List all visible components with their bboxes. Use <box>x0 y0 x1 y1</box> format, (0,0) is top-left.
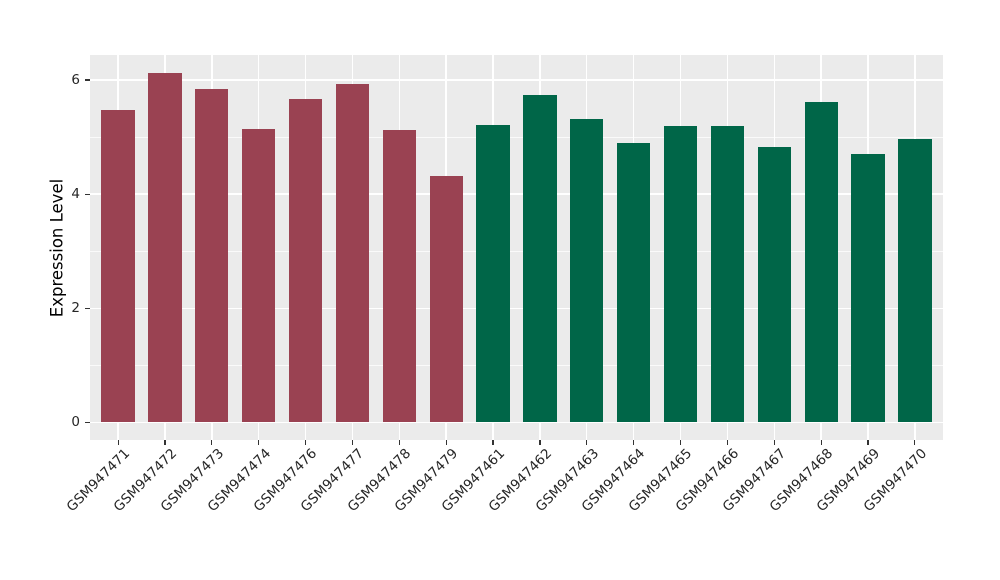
y-tick-mark <box>84 193 90 195</box>
bar-GSM947474 <box>242 128 276 423</box>
x-tick-mark <box>351 440 354 445</box>
y-tick-label: 0 <box>71 413 80 430</box>
bar-GSM947479 <box>429 175 463 423</box>
gridline-horizontal-major <box>90 421 943 423</box>
bar-GSM947469 <box>851 153 885 423</box>
x-tick-mark <box>398 440 400 445</box>
bar-GSM947470 <box>898 139 932 423</box>
bar-GSM947478 <box>382 130 416 423</box>
x-tick-mark <box>117 440 119 445</box>
bar-GSM947461 <box>476 125 510 423</box>
bar-GSM947473 <box>195 89 229 423</box>
gridline-horizontal-major <box>90 193 943 195</box>
x-tick-mark <box>726 440 728 445</box>
x-tick-mark <box>164 440 166 445</box>
bar-GSM947465 <box>663 125 698 423</box>
gridline-horizontal-minor <box>90 136 943 138</box>
x-tick-mark <box>914 440 916 445</box>
bar-GSM947472 <box>148 73 182 423</box>
x-tick-mark <box>679 440 682 445</box>
y-tick-mark <box>84 307 90 309</box>
bar-GSM947467 <box>757 146 791 423</box>
x-tick-mark <box>586 440 588 445</box>
bar-GSM947466 <box>710 125 745 423</box>
x-tick-mark <box>445 440 447 445</box>
gridline-horizontal-minor <box>90 364 943 366</box>
y-tick-mark <box>84 79 90 81</box>
y-tick-label: 6 <box>71 71 80 88</box>
gridline-horizontal-major <box>90 307 943 309</box>
bar-GSM947476 <box>288 99 323 423</box>
x-tick-mark <box>304 440 307 445</box>
bar-GSM947463 <box>570 119 604 423</box>
x-tick-mark <box>492 440 494 445</box>
gridline-horizontal-minor <box>90 250 943 252</box>
x-tick-mark <box>773 440 775 445</box>
bar-GSM947462 <box>523 95 557 423</box>
x-tick-mark <box>258 440 260 445</box>
bar-GSM947471 <box>101 110 135 423</box>
y-tick-label: 4 <box>71 185 80 202</box>
x-tick-mark <box>633 440 635 445</box>
y-tick-mark <box>84 421 90 423</box>
y-axis-title: Expression Level <box>47 178 67 317</box>
x-tick-mark <box>539 440 541 445</box>
x-tick-mark <box>820 440 822 445</box>
bar-GSM947477 <box>335 83 370 423</box>
gridline-horizontal-major <box>90 79 943 81</box>
x-tick-mark <box>211 440 213 445</box>
bar-GSM947468 <box>804 102 838 423</box>
y-tick-label: 2 <box>71 299 80 316</box>
bar-GSM947464 <box>617 143 651 423</box>
plot-panel <box>90 55 943 440</box>
x-tick-mark <box>867 440 869 445</box>
